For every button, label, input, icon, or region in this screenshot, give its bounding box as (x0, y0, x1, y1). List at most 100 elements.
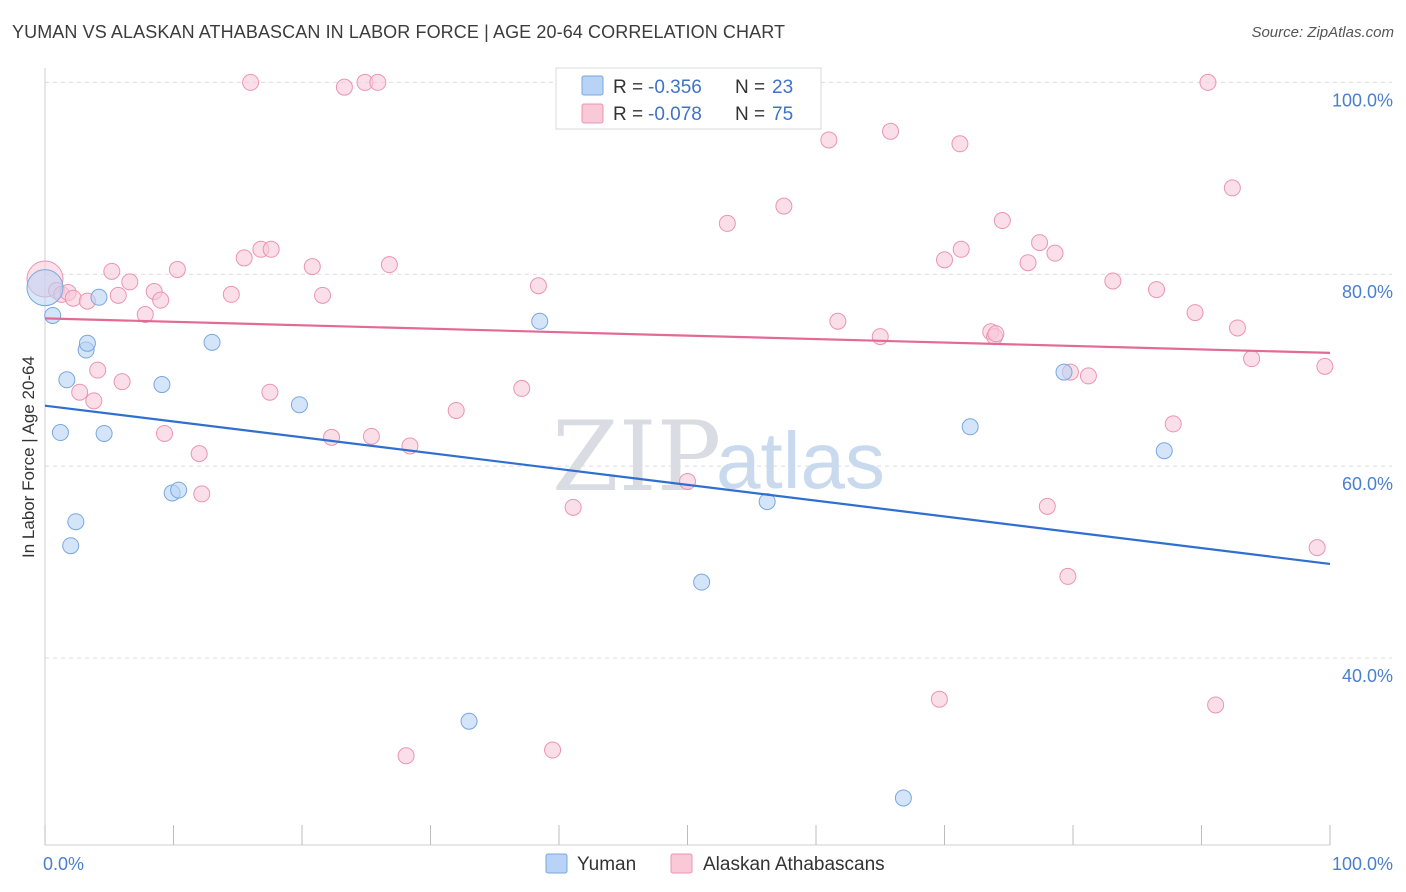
point-alaskan-4 (64, 289, 82, 307)
point-yuman-8 (90, 288, 108, 306)
x-ticks (44, 825, 1331, 845)
point-alaskan-54 (987, 325, 1005, 343)
y-tick-label-2: 60.0% (1342, 474, 1393, 494)
point-alaskan-19 (193, 485, 211, 503)
y-tick-label-0: 100.0% (1332, 90, 1393, 110)
legend-r-value-1: -0.078 (648, 104, 702, 125)
point-alaskan-18 (190, 445, 208, 463)
point-alaskan-59 (1046, 244, 1064, 262)
point-alaskan-71 (1243, 350, 1261, 368)
point-alaskan-62 (1079, 367, 1097, 385)
legend-swatch-alaskan (581, 103, 604, 124)
point-alaskan-73 (1316, 357, 1334, 375)
y-axis-label: In Labor Force | Age 20-64 (19, 356, 38, 558)
point-alaskan-42 (718, 214, 736, 232)
point-alaskan-50 (951, 135, 969, 153)
point-alaskan-37 (513, 379, 531, 397)
bottom-legend: Yuman Alaskan Athabascans (545, 853, 885, 875)
point-alaskan-20 (222, 285, 240, 303)
point-alaskan-58 (1038, 497, 1056, 515)
point-alaskan-21 (235, 249, 253, 267)
legend-n-label-1: N = (735, 104, 765, 125)
legend-n-value-0: 23 (772, 77, 793, 98)
point-yuman-22 (1155, 442, 1173, 460)
points-layer (26, 73, 1334, 807)
trend-line-alaskan (44, 317, 1331, 354)
bottom-legend-swatch-yuman (545, 853, 568, 874)
y-tick-labels: 100.0% 80.0% 60.0% 40.0% (1332, 90, 1393, 686)
point-yuman-16 (531, 312, 549, 330)
point-alaskan-38 (529, 277, 547, 295)
legend: R = -0.356 N = 23 R = -0.078 N = 75 (555, 67, 822, 130)
point-yuman-3 (58, 371, 76, 389)
trend-line-yuman (44, 404, 1331, 566)
point-alaskan-51 (952, 240, 970, 258)
point-alaskan-26 (303, 258, 321, 276)
point-alaskan-24 (261, 383, 279, 401)
x-tick-labels: 0.0% 100.0% (43, 854, 1393, 874)
point-alaskan-7 (85, 392, 103, 410)
legend-n-label-0: N = (735, 77, 765, 98)
legend-r-label-0: R = (613, 77, 643, 98)
bottom-legend-label-alaskan: Alaskan Athabascans (703, 854, 885, 875)
point-yuman-19 (894, 789, 912, 807)
point-alaskan-17 (168, 260, 186, 278)
point-yuman-14 (290, 396, 308, 414)
point-alaskan-64 (1148, 281, 1166, 299)
legend-r-label-1: R = (613, 104, 643, 125)
point-alaskan-41 (679, 472, 696, 490)
point-yuman-21 (1055, 363, 1073, 381)
point-alaskan-10 (109, 286, 127, 304)
point-alaskan-5 (71, 383, 89, 401)
point-alaskan-31 (362, 427, 380, 445)
legend-r-value-0: -0.356 (648, 77, 702, 98)
point-alaskan-68 (1207, 696, 1225, 714)
x-tick-label-max: 100.0% (1332, 854, 1393, 874)
y-tick-label-1: 80.0% (1342, 282, 1393, 302)
point-yuman-12 (170, 481, 188, 499)
trend-lines (44, 317, 1331, 566)
bottom-legend-swatch-alaskan (670, 853, 693, 874)
point-alaskan-48 (930, 690, 948, 708)
point-alaskan-27 (314, 286, 332, 304)
point-yuman-2 (51, 424, 69, 442)
point-alaskan-49 (936, 251, 953, 269)
point-alaskan-13 (136, 306, 154, 324)
point-yuman-1 (44, 306, 62, 324)
point-alaskan-33 (380, 256, 398, 274)
point-alaskan-34 (397, 747, 415, 765)
point-alaskan-69 (1223, 179, 1241, 197)
point-alaskan-67 (1199, 73, 1217, 91)
point-alaskan-8 (89, 361, 107, 379)
point-alaskan-56 (1019, 254, 1037, 272)
point-alaskan-65 (1164, 415, 1182, 433)
watermark-atlas: atlas (716, 416, 885, 505)
point-yuman-20 (961, 418, 979, 436)
point-alaskan-70 (1228, 319, 1246, 337)
point-alaskan-39 (544, 741, 562, 759)
point-alaskan-29 (335, 78, 353, 96)
point-alaskan-57 (1031, 234, 1049, 252)
legend-swatch-yuman (581, 75, 604, 96)
point-yuman-10 (153, 376, 171, 394)
watermark-zip: ZIP (552, 401, 721, 513)
point-yuman-4 (62, 537, 80, 555)
point-alaskan-22 (242, 73, 260, 91)
point-yuman-0 (26, 269, 64, 307)
watermark: ZIP atlas (552, 401, 885, 513)
point-yuman-9 (95, 424, 113, 442)
point-alaskan-63 (1104, 272, 1122, 290)
grid-lines (45, 81, 1392, 659)
point-alaskan-32 (369, 73, 387, 91)
point-alaskan-11 (113, 373, 131, 391)
bottom-legend-label-yuman: Yuman (577, 854, 636, 875)
point-alaskan-46 (871, 328, 889, 346)
point-alaskan-66 (1186, 304, 1204, 322)
point-alaskan-55 (993, 212, 1011, 230)
y-tick-label-3: 40.0% (1342, 666, 1393, 686)
point-alaskan-12 (121, 273, 139, 291)
point-alaskan-25 (262, 240, 280, 258)
point-alaskan-72 (1308, 539, 1326, 557)
point-alaskan-60 (1059, 567, 1077, 585)
